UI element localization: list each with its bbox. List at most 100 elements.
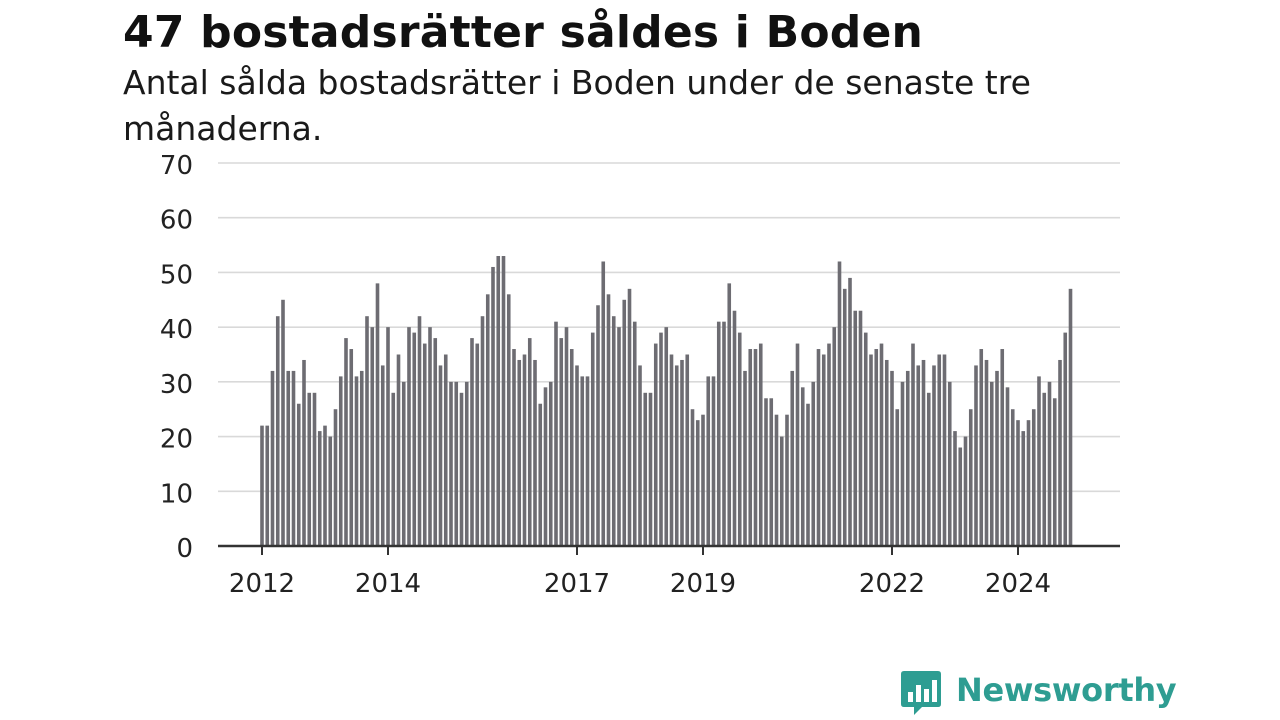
bar (858, 310, 863, 546)
bar (575, 365, 579, 546)
bar (706, 376, 711, 546)
bar (470, 338, 474, 546)
bar (995, 370, 999, 546)
bar (937, 354, 942, 546)
bar (291, 370, 296, 546)
chart-subtitle: Antal sålda bostadsrätter i Boden under … (123, 63, 1031, 148)
bar (716, 321, 721, 546)
y-tick-label: 60 (160, 206, 193, 236)
bar (653, 343, 658, 546)
bar (438, 365, 443, 546)
bar (643, 392, 648, 546)
x-tick-label: 2014 (355, 569, 421, 599)
bar (842, 288, 847, 546)
bar (317, 431, 322, 546)
bar (869, 354, 873, 546)
bar (464, 381, 469, 546)
bar (1000, 349, 1005, 546)
bar (506, 294, 511, 546)
bar (648, 392, 653, 546)
bar (821, 354, 826, 546)
bar (307, 392, 312, 546)
bar-series (260, 256, 1073, 546)
bar (611, 316, 616, 546)
bar (601, 261, 606, 546)
bar (533, 359, 537, 546)
bar (1031, 409, 1036, 546)
bar (359, 370, 364, 546)
bar (816, 349, 821, 546)
bar (328, 436, 333, 546)
bar (989, 381, 994, 546)
bar (1021, 431, 1026, 546)
bar (837, 261, 842, 546)
y-tick-label: 50 (160, 260, 193, 290)
bar (832, 327, 837, 546)
bar (695, 420, 700, 546)
bar (365, 316, 369, 546)
bar (979, 349, 984, 546)
y-tick-label: 70 (160, 151, 193, 181)
bar (774, 414, 779, 546)
bar (879, 343, 884, 546)
bar (443, 354, 448, 546)
bar (286, 370, 291, 546)
x-tick-label: 2017 (544, 569, 610, 599)
bar (569, 349, 574, 546)
bar (900, 381, 905, 546)
bar (543, 387, 548, 546)
bar (522, 354, 527, 546)
bar (538, 403, 543, 546)
bar (590, 332, 595, 546)
bar (890, 370, 894, 546)
bar (485, 294, 490, 546)
y-tick-label: 20 (160, 425, 193, 455)
bar (449, 381, 453, 546)
bar (580, 376, 585, 546)
bar (454, 381, 459, 546)
bar (391, 392, 396, 546)
bar (953, 431, 957, 546)
bar (916, 365, 921, 546)
bar (806, 403, 810, 546)
bar (375, 283, 380, 546)
bar (501, 256, 506, 546)
bar (606, 294, 611, 546)
bar (769, 398, 774, 546)
x-tick-label: 2019 (670, 569, 736, 599)
bar (690, 409, 695, 546)
bar (370, 327, 375, 546)
x-tick-label: 2012 (229, 569, 295, 599)
bar (1005, 387, 1010, 546)
bar (1052, 398, 1057, 546)
bar (386, 327, 390, 546)
bar (312, 392, 317, 546)
bar (564, 327, 569, 546)
bar (333, 409, 338, 546)
bar (968, 409, 973, 546)
bar (270, 370, 275, 546)
bar (905, 370, 910, 546)
bar (753, 349, 758, 546)
bar (433, 338, 438, 546)
bar (1063, 332, 1068, 546)
bar (422, 343, 427, 546)
bar (737, 332, 742, 546)
bar (617, 327, 621, 546)
bar (407, 327, 411, 546)
bar (874, 349, 879, 546)
bar (795, 343, 800, 546)
bar (1026, 420, 1031, 546)
x-axis-ticks: 2012 2014 2017 2019 2022 2024 (229, 546, 1051, 599)
bar (722, 321, 726, 546)
bar (265, 425, 270, 546)
bar (974, 365, 978, 546)
x-tick-label: 2022 (859, 569, 925, 599)
y-tick-label: 10 (160, 479, 193, 509)
bar (926, 392, 931, 546)
bar (475, 343, 480, 546)
brand-name: Newsworthy (956, 671, 1177, 709)
bar (260, 425, 264, 546)
bar (323, 425, 327, 546)
bar (296, 403, 301, 546)
